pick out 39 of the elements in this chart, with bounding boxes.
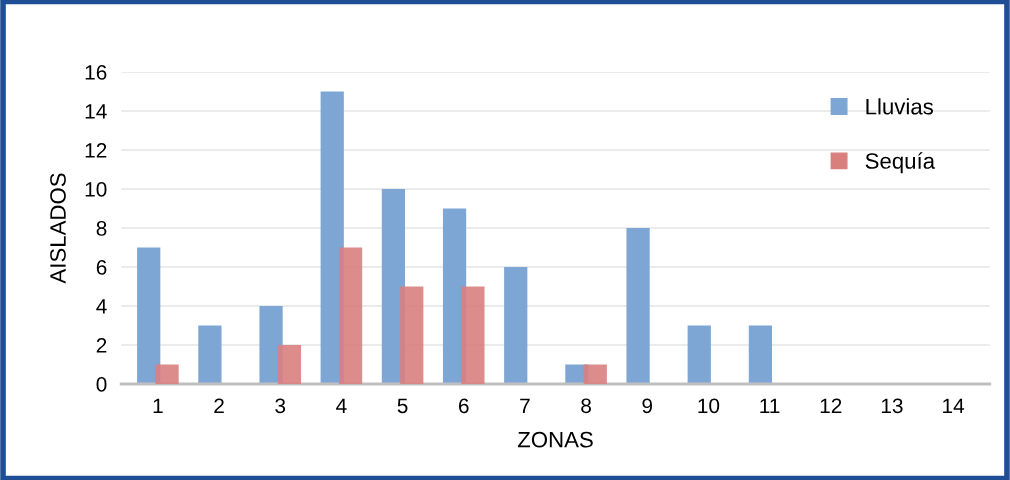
bar: [400, 286, 424, 384]
y-tick-label: 6: [96, 260, 107, 275]
bar: [461, 286, 485, 384]
x-tick-label: 5: [397, 398, 408, 414]
x-tick-label: 11: [760, 398, 780, 413]
bar: [338, 247, 363, 384]
bar: [277, 345, 302, 384]
x-axis-title: ZONAS: [517, 431, 593, 448]
x-tick-label: 8: [581, 398, 591, 414]
x-tick-label: 2: [214, 398, 224, 413]
y-axis-title: AISLADOS: [50, 173, 66, 284]
x-tick-label: 4: [336, 398, 347, 413]
bar: [137, 247, 161, 384]
bar: [504, 267, 528, 384]
bar: [583, 364, 607, 384]
x-tick-label: 10: [698, 398, 720, 414]
x-tick-label: 3: [275, 398, 286, 414]
x-tick-label: 14: [943, 398, 965, 413]
y-tick-label: 4: [96, 299, 107, 314]
x-tick-label: 13: [881, 398, 903, 414]
y-tick-label: 0: [96, 377, 107, 392]
x-tick-label: 12: [820, 398, 842, 413]
y-tick-label: 16: [85, 65, 107, 80]
legend-label: Sequía: [865, 152, 936, 174]
x-tick-label: 7: [520, 398, 530, 413]
y-tick-label: 14: [85, 104, 107, 119]
y-tick-label: 10: [85, 182, 107, 197]
x-tick-label: 9: [642, 398, 653, 414]
x-tick-label: 1: [153, 398, 163, 413]
bar: [748, 325, 773, 384]
bar: [198, 325, 222, 384]
y-tick-label: 12: [85, 143, 107, 158]
y-tick-label: 2: [96, 338, 107, 353]
legend-label: Lluvias: [866, 98, 933, 115]
y-tick-label: 8: [96, 221, 107, 236]
bar: [626, 228, 650, 384]
bar: [687, 325, 711, 384]
bar: [155, 364, 179, 384]
x-tick-label: 6: [459, 398, 469, 414]
